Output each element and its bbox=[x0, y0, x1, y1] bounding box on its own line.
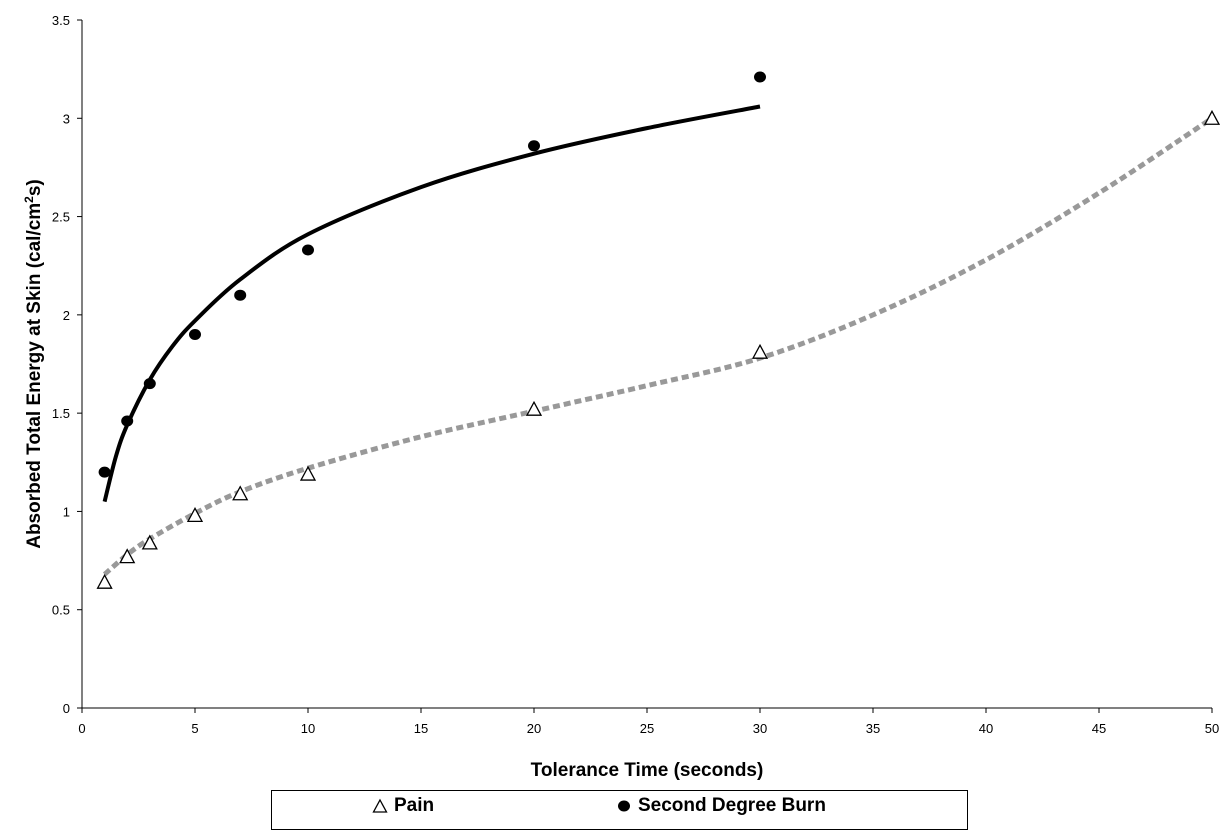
y-axis-title-sup: 2 bbox=[22, 196, 36, 203]
pain-marker bbox=[1203, 109, 1221, 125]
y-tick-label: 0 bbox=[63, 701, 70, 716]
filled-circle-icon bbox=[618, 800, 630, 812]
legend-label-second-degree-burn: Second Degree Burn bbox=[638, 795, 826, 816]
pain-marker bbox=[96, 573, 113, 589]
x-tick-label: 30 bbox=[753, 721, 767, 736]
x-tick-label: 40 bbox=[979, 721, 993, 736]
pain-marker bbox=[119, 548, 136, 564]
plot-area bbox=[81, 20, 1212, 709]
pain-marker bbox=[186, 506, 204, 523]
legend-entry-pain: Pain bbox=[372, 795, 434, 817]
x-tick-label: 0 bbox=[78, 721, 85, 736]
burn-marker bbox=[754, 71, 766, 83]
burn-marker bbox=[143, 378, 156, 390]
trendlines bbox=[102, 104, 1214, 577]
x-tick-label: 35 bbox=[866, 721, 880, 736]
pain-marker bbox=[525, 400, 543, 416]
x-tick-label: 50 bbox=[1205, 721, 1219, 736]
x-axis-title: Tolerance Time (seconds) bbox=[531, 760, 764, 781]
pain-marker bbox=[232, 485, 249, 501]
y-tick-label: 3.5 bbox=[52, 13, 70, 28]
x-tick-label: 45 bbox=[1092, 721, 1106, 736]
legend-label-pain: Pain bbox=[394, 795, 435, 816]
x-axis-ticks: 0 5 10 15 20 25 30 35 40 45 50 bbox=[78, 708, 1219, 736]
burn-marker bbox=[302, 244, 314, 256]
y-tick-label: 1 bbox=[63, 504, 70, 519]
y-tick-label: 2 bbox=[63, 308, 70, 323]
y-tick-label: 3 bbox=[63, 111, 70, 126]
legend-entry-second-degree-burn: Second Degree Burn bbox=[616, 795, 826, 817]
y-tick-label: 2.5 bbox=[52, 210, 70, 225]
pain-marker bbox=[141, 534, 158, 550]
burn-marker bbox=[234, 289, 247, 301]
burn-marker bbox=[98, 466, 111, 478]
burn-marker bbox=[189, 329, 201, 341]
data-markers bbox=[96, 71, 1221, 589]
x-tick-label: 20 bbox=[527, 721, 541, 736]
burn-marker bbox=[121, 415, 134, 427]
open-triangle-icon bbox=[372, 798, 388, 813]
x-tick-label: 15 bbox=[414, 721, 428, 736]
x-tick-label: 25 bbox=[640, 721, 654, 736]
pain-marker bbox=[299, 465, 317, 481]
trendline-pain bbox=[102, 116, 1214, 577]
chart: 0 5 10 15 20 25 30 35 40 45 50 0 0.5 1 1.5 2 2.5 3 3.5 To… bbox=[22, 13, 1221, 781]
x-tick-label: 5 bbox=[191, 721, 198, 736]
y-axis-title-end: s) bbox=[24, 179, 45, 196]
y-tick-label: 0.5 bbox=[52, 603, 70, 618]
legend: Pain Second Degree Burn bbox=[271, 790, 968, 830]
y-axis-ticks: 0 0.5 1 1.5 2 2.5 3 3.5 bbox=[52, 13, 82, 716]
y-tick-label: 1.5 bbox=[52, 406, 70, 421]
trendline-second-degree-burn bbox=[102, 104, 761, 503]
burn-marker bbox=[528, 140, 540, 152]
y-axis-title: Absorbed Total Energy at Skin (cal/cm2s) bbox=[22, 179, 45, 549]
x-tick-label: 10 bbox=[301, 721, 315, 736]
pain-marker bbox=[751, 343, 769, 359]
y-axis-title-main: Absorbed Total Energy at Skin (cal/cm bbox=[24, 203, 45, 549]
